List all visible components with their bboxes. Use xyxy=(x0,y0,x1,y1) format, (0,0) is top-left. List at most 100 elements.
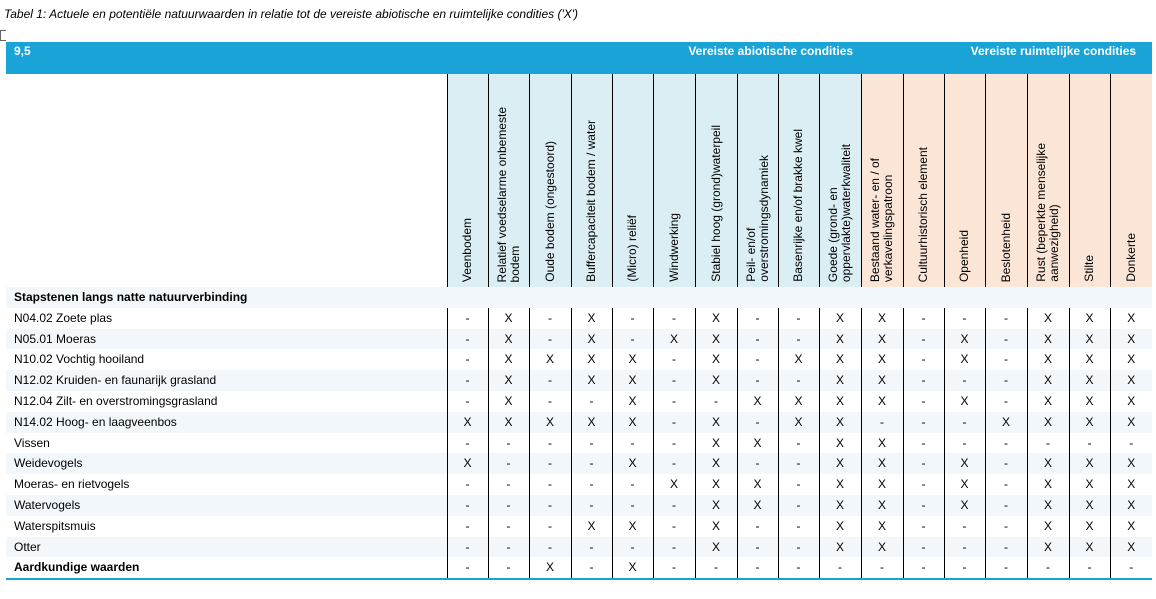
table-cell: X xyxy=(1109,390,1153,412)
table-cell: - xyxy=(528,515,571,537)
table-cell: - xyxy=(611,494,653,516)
table-cell: - xyxy=(1109,557,1153,581)
column-header-label: (Micro) reliëf xyxy=(625,215,639,282)
table-cell: - xyxy=(446,307,488,329)
table-cell: X xyxy=(652,474,695,495)
table-cell: X xyxy=(777,349,819,371)
table-cell: X xyxy=(611,557,653,581)
table-cell: - xyxy=(736,349,778,371)
table-cell: - xyxy=(984,453,1028,475)
table-cell: - xyxy=(984,474,1028,495)
column-header-label: Openheid xyxy=(957,229,972,282)
table-cell: X xyxy=(1026,536,1070,558)
column-header: Beslotenheid xyxy=(984,74,1028,287)
table-cell: - xyxy=(652,515,695,537)
table-cell: X xyxy=(694,494,737,516)
table-cell: X xyxy=(860,432,904,454)
table-cell: - xyxy=(570,390,612,412)
table-cell: X xyxy=(1068,390,1111,412)
table-row: Weidevogels X - - - X - X - - X X - X - X X X xyxy=(6,453,1153,475)
table-row: Waterspitsmuis - - - X X - X - - X X - - - X X X xyxy=(6,515,1153,537)
table-cell: - xyxy=(446,390,488,412)
column-header: Relatief voedselarme onbemeste bodem xyxy=(487,74,529,287)
table-cell: - xyxy=(446,515,488,537)
table-cell: - xyxy=(777,328,819,350)
column-header-label: Veenbodem xyxy=(460,217,474,282)
row-label: Moeras- en rietvogels xyxy=(14,477,130,492)
section-row: Stapstenen langs natte natuurverbinding xyxy=(6,287,1153,308)
table-cell: X xyxy=(860,370,904,391)
table-cell: - xyxy=(902,515,945,537)
table-cell: - xyxy=(446,474,488,495)
table-cell: - xyxy=(1068,557,1111,581)
table-row: N10.02 Vochtig hooiland - X X X X - X - X X X - X - X X X xyxy=(6,349,1153,371)
column-header: Stilte xyxy=(1068,74,1111,287)
table-cell: - xyxy=(736,328,778,350)
table-cell: - xyxy=(943,536,986,558)
table-cell: - xyxy=(652,307,695,329)
table-cell: X xyxy=(1026,515,1070,537)
table-cell: X xyxy=(860,494,904,516)
table-cell: X xyxy=(1026,411,1070,433)
table-cell: X xyxy=(818,474,861,495)
table-cell: X xyxy=(818,390,861,412)
table-cell: X xyxy=(818,432,861,454)
column-header-label: Stilte xyxy=(1082,255,1097,282)
table-cell: - xyxy=(652,370,695,391)
table-row: Moeras- en rietvogels - - - - - X X X - X X - X - X X X xyxy=(6,474,1153,495)
table-cell: - xyxy=(487,432,529,454)
table-cell: - xyxy=(736,557,778,581)
column-header: Stabiel hoog (grond)waterpeil xyxy=(694,74,737,287)
table-cell: X xyxy=(528,411,571,433)
table-cell: X xyxy=(943,474,986,495)
table-code: 9,5 xyxy=(6,42,488,74)
table-cell: X xyxy=(1026,474,1070,495)
table-cell: - xyxy=(487,536,529,558)
table-cell: - xyxy=(736,370,778,391)
table-cell: - xyxy=(652,494,695,516)
table-cell: X xyxy=(487,390,529,412)
table-cell: - xyxy=(777,515,819,537)
table-cell: - xyxy=(1026,432,1070,454)
table-cell: - xyxy=(943,307,986,329)
table-cell: X xyxy=(1109,474,1153,495)
table-row: Otter - - - - - - X - - X X - - - X X X xyxy=(6,536,1153,558)
column-header-label: Buffercapaciteit bodem / water xyxy=(584,120,598,282)
column-header: Cultuurhistorisch element xyxy=(902,74,945,287)
table-cell: X xyxy=(1068,370,1111,391)
table-cell: - xyxy=(528,536,571,558)
table-cell: X xyxy=(777,390,819,412)
table-cell: - xyxy=(446,494,488,516)
table-cell: X xyxy=(1026,349,1070,371)
table-cell: X xyxy=(652,328,695,350)
table-cell: - xyxy=(902,432,945,454)
table-cell: - xyxy=(611,536,653,558)
row-label: N10.02 Vochtig hooiland xyxy=(14,352,145,367)
table-cell: X xyxy=(1068,494,1111,516)
table-cell: X xyxy=(1068,536,1111,558)
column-header: Bestaand water- en / of verkavelingspatr… xyxy=(860,74,904,287)
column-header: Basenrijke en/of brakke kwel xyxy=(777,74,819,287)
column-header-label: Windwerking xyxy=(666,213,681,282)
table-cell: X xyxy=(1068,474,1111,495)
table-cell: - xyxy=(984,370,1028,391)
table-cell: - xyxy=(902,411,945,433)
table-cell: X xyxy=(984,411,1028,433)
table-cell: - xyxy=(611,474,653,495)
table-cell: X xyxy=(736,494,778,516)
table-cell: - xyxy=(528,474,571,495)
table-cell: - xyxy=(1109,432,1153,454)
table-cell: - xyxy=(652,453,695,475)
table-cell: X xyxy=(528,557,571,581)
table-anchor-marker[interactable] xyxy=(0,30,6,41)
table-group-header: 9,5 Vereiste abiotische condities Vereis… xyxy=(6,42,1153,74)
table-cell: - xyxy=(902,494,945,516)
table-cell: X xyxy=(570,411,612,433)
table-cell: - xyxy=(902,453,945,475)
table-cell: - xyxy=(736,515,778,537)
table-cell: X xyxy=(487,370,529,391)
table-cell: - xyxy=(902,536,945,558)
table-cell: - xyxy=(528,494,571,516)
table-cell: - xyxy=(736,307,778,329)
table-cell: X xyxy=(1109,349,1153,371)
